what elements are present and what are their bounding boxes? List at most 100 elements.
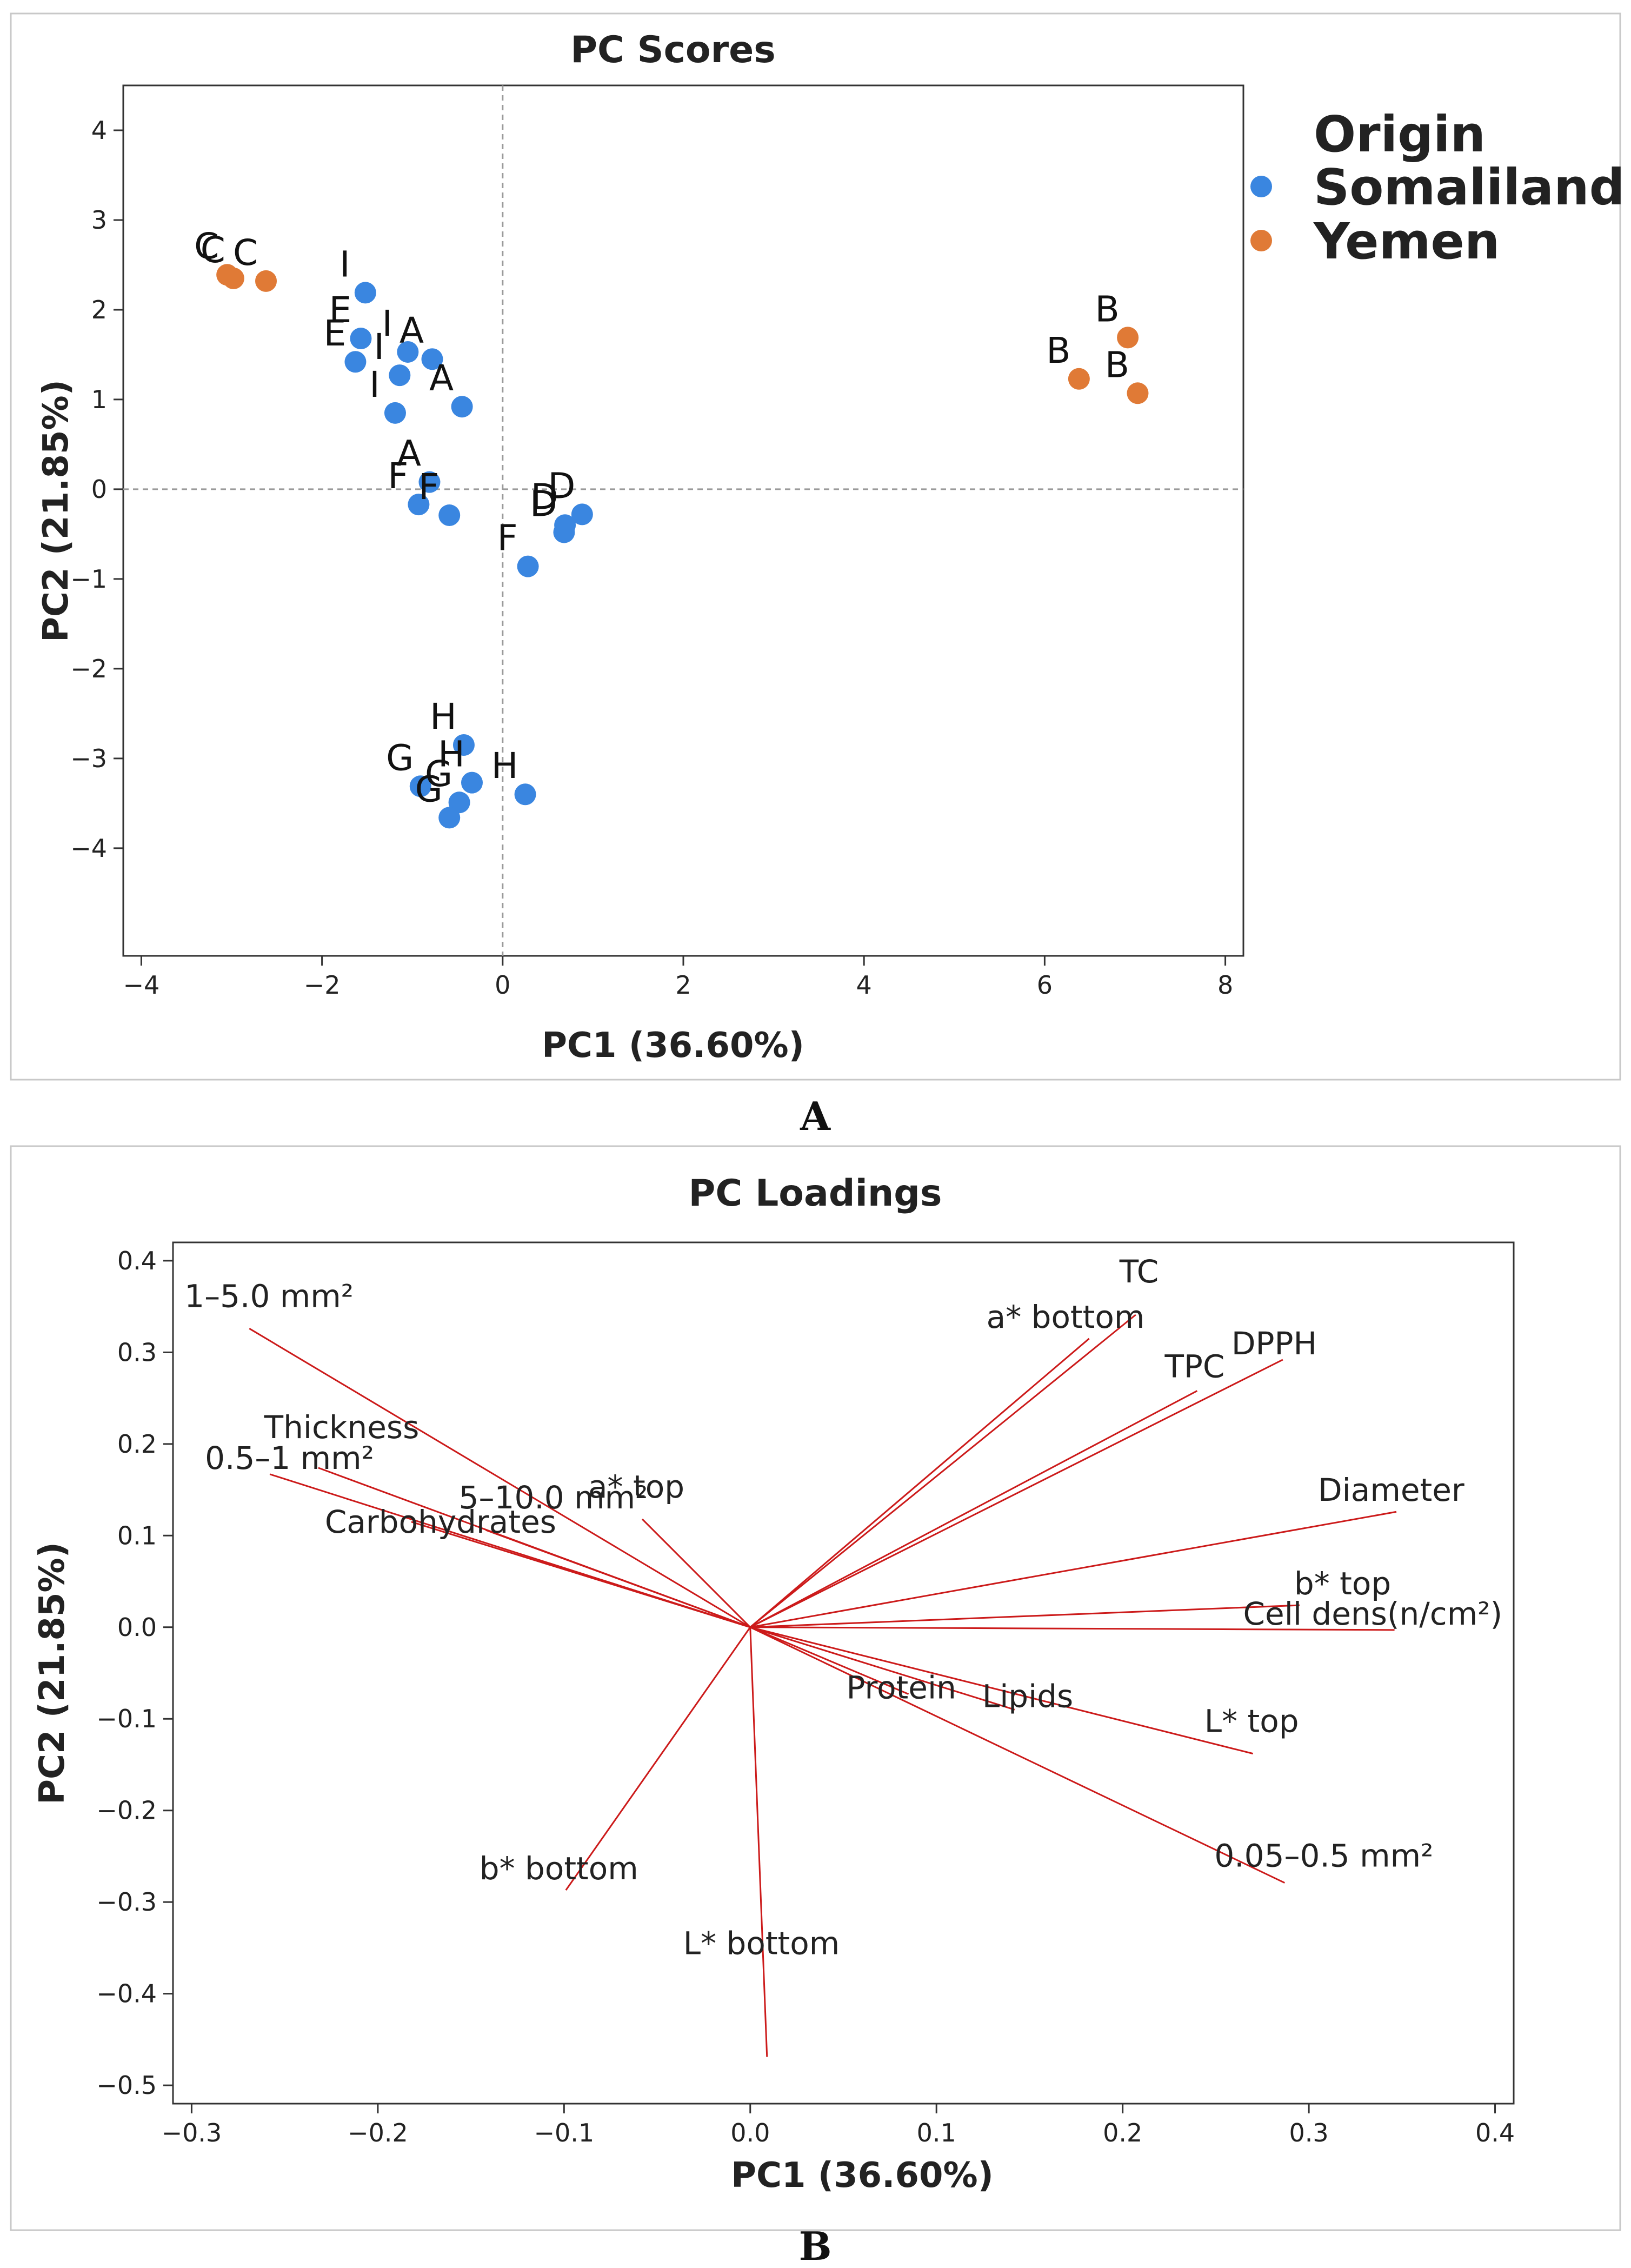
scores-xtick-label: −4 [123,970,160,1000]
loading-label-5-10-0-mm: 5–10.0 mm² [459,1479,648,1516]
loadings-xtick-label: 0.1 [917,2118,956,2147]
scores-ytick-label: 4 [91,116,107,145]
loading-vector-l-bottom [749,1627,768,2057]
scores-xtick-label: 4 [856,970,872,1000]
loading-label-0-05-0-5-mm: 0.05–0.5 mm² [1214,1838,1433,1874]
score-point-somaliland-i [384,402,406,424]
score-point-label: C [194,225,219,267]
panel-label-b: B [799,2223,832,2268]
score-point-somaliland-i [397,341,419,363]
loadings-xtick-label: 0.3 [1289,2118,1329,2147]
loading-label-cell-dens-n-cm: Cell dens(n/cm²) [1243,1595,1503,1632]
loadings-ytick-label: −0.2 [96,1796,157,1825]
score-point-label: D [530,483,557,525]
scores-ytick-label: −2 [70,654,107,683]
legend-marker-somaliland [1250,176,1272,197]
scores-ylabel: PC2 (21.85%) [36,380,76,642]
score-point-label: A [429,357,454,399]
loading-vector-dpph [750,1359,1283,1628]
scores-axis-ticks: −4 −2 0 2 4 6 8 −4 −3 −2 −1 0 1 2 3 4 [70,116,1233,1000]
loading-vector-tc [749,1314,1136,1628]
loading-label-protein: Protein [847,1669,956,1706]
scores-ytick-label: −4 [70,834,107,863]
score-point-label: E [329,289,352,331]
loadings-ytick-label: 0.1 [117,1521,157,1550]
loading-label-l-top: L* top [1204,1703,1299,1740]
scores-xlabel: PC1 (36.60%) [542,1026,804,1066]
loadings-xtick-label: 0.0 [730,2118,770,2147]
score-point-label: D [548,465,575,507]
loading-vector-protein [750,1626,909,1695]
loading-vector-b-bottom [565,1626,751,1891]
scores-ytick-label: 1 [91,385,107,414]
loading-vector-l-top [750,1626,1254,1755]
score-point-label: I [374,326,384,368]
score-point-label: B [1105,344,1129,385]
loading-label-diameter: Diameter [1318,1472,1464,1508]
score-point-yemen-b [1068,368,1090,390]
score-point-label: F [388,455,408,497]
score-point-label: C [201,229,225,271]
score-point-label: G [415,768,443,810]
score-point-label: F [497,517,518,559]
loading-vector-carbohydrates [411,1521,751,1628]
score-point-label: A [397,433,421,475]
scores-points [216,264,1149,829]
loading-vector-lipids [750,1626,1015,1711]
score-point-somaliland-a [451,396,473,418]
loading-vector-1-5-0-mm [249,1328,751,1628]
scores-xtick-label: 8 [1217,970,1233,1000]
scores-ytick-label: −3 [70,744,107,773]
score-point-label: F [418,466,439,508]
scores-xtick-label: 2 [675,970,691,1000]
score-point-label: D [531,476,558,517]
score-point-somaliland-h [452,734,475,756]
loading-label-b-bottom: b* bottom [480,1850,638,1887]
loadings-title: PC Loadings [689,1172,942,1215]
loadings-xtick-label: 0.4 [1475,2118,1515,2147]
legend-label-yemen: Yemen [1313,212,1500,270]
score-point-label: B [1046,330,1070,371]
loadings-ytick-label: 0.4 [117,1246,157,1275]
loading-vector-a-top [641,1518,751,1628]
score-point-yemen-b [1127,382,1149,404]
legend-title: Origin [1314,105,1486,163]
loading-vector-diameter [750,1511,1397,1628]
score-point-somaliland-h [514,783,536,806]
scores-ytick-label: 0 [91,475,107,504]
loading-label-1-5-0-mm: 1–5.0 mm² [184,1278,354,1314]
scores-ytick-label: 3 [91,205,107,235]
loadings-xlabel: PC1 (36.60%) [731,2156,994,2196]
scores-plot-area [122,84,1244,957]
score-point-label: B [1095,288,1119,330]
score-point-somaliland-f [517,555,539,577]
loading-label-0-5-1-mm: 0.5–1 mm² [205,1440,374,1476]
score-point-label: G [425,753,452,795]
score-point-yemen-c [255,270,277,292]
score-point-somaliland-e [350,328,372,350]
score-point-somaliland-d [571,503,593,526]
scores-legend: Origin Somaliland Yemen [1250,105,1625,270]
score-point-label: I [339,243,350,285]
score-point-label: E [324,312,347,354]
loadings-ytick-label: −0.1 [96,1704,157,1733]
score-point-label: A [400,310,424,351]
score-point-label: I [382,303,392,344]
loadings-xtick-label: −0.3 [162,2118,222,2147]
loadings-xtick-label: −0.2 [348,2118,408,2147]
loadings-xtick-label: 0.2 [1103,2118,1142,2147]
loadings-ytick-label: 0.0 [117,1613,157,1642]
loading-vector-cell-dens-n-cm [750,1626,1395,1631]
loadings-ytick-label: 0.2 [117,1429,157,1459]
loading-label-tc: TC [1119,1253,1159,1290]
score-point-somaliland-i [354,282,376,304]
loading-label-b-top: b* top [1294,1565,1391,1602]
loading-label-thickness: Thickness [264,1409,420,1446]
scores-xtick-label: −2 [304,970,341,1000]
score-point-somaliland-d [553,521,575,543]
loadings-ytick-label: −0.5 [96,2071,157,2100]
loading-vector-0-05-0-5-mm [750,1626,1285,1884]
loading-label-carbohydrates: Carbohydrates [325,1504,556,1540]
